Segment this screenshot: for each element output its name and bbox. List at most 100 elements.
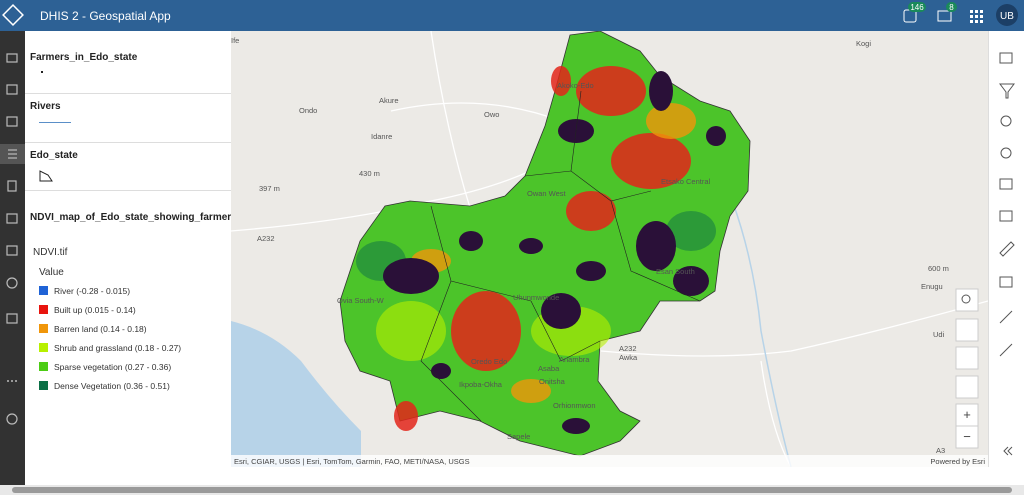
header-svg: DHIS 2 - Geospatial App 146 8 UB (2, 2, 1018, 26)
place-label: A232 (257, 234, 275, 243)
legend-label: Shrub and grassland (0.18 - 0.27) (54, 343, 182, 353)
layer-title: Rivers (30, 101, 61, 112)
rail-icons (0, 53, 25, 425)
home-button[interactable] (955, 375, 979, 399)
field-name: Value (39, 267, 64, 278)
rail-icon[interactable] (6, 245, 18, 256)
tool-icon[interactable] (999, 310, 1013, 324)
notification-count: 146 (910, 3, 924, 12)
place-label: A3 (936, 446, 945, 455)
scroll-thumb[interactable] (12, 487, 1012, 493)
tool-icon[interactable] (999, 343, 1013, 357)
legend-label: Built up (0.015 - 0.14) (54, 305, 136, 315)
place-label: Etsako Central (661, 177, 711, 186)
place-label: Awka (619, 353, 638, 362)
icon-rail (0, 31, 25, 485)
tool-icon[interactable] (1000, 115, 1012, 127)
attribution-bar (231, 455, 988, 467)
zoom-out-button[interactable] (955, 425, 979, 449)
scrollbar (0, 485, 1024, 495)
layer-section: Rivers (25, 93, 231, 143)
legend-swatch (39, 362, 48, 371)
tool-icon[interactable] (999, 83, 1015, 99)
legend-item: Built up (0.015 - 0.14) (39, 305, 136, 315)
raster-name: NDVI.tif (33, 247, 68, 258)
legend-swatch (39, 305, 48, 314)
place-label: A232 (619, 344, 637, 353)
fullscreen-button[interactable] (955, 346, 979, 370)
tool-icons (999, 52, 1015, 456)
legend-item: Sparse vegetation (0.27 - 0.36) (39, 362, 171, 372)
avatar[interactable] (996, 4, 1018, 26)
rail-icon[interactable] (6, 413, 18, 425)
tool-icon[interactable] (999, 52, 1013, 64)
layer-title: Farmers_in_Edo_state (30, 52, 138, 63)
layer-title: NDVI_map_of_Edo_state_showing_farmers_di… (30, 212, 231, 223)
point-symbol (41, 71, 43, 73)
water (231, 321, 361, 467)
print-button[interactable] (955, 318, 979, 342)
badge (946, 2, 957, 12)
tool-icon[interactable] (1000, 147, 1012, 159)
place-label: Udi (933, 330, 945, 339)
place-label: Oredo Edo (471, 357, 507, 366)
legend-item: Barren land (0.14 - 0.18) (39, 324, 147, 334)
legend-item: River (-0.28 - 0.015) (39, 286, 130, 296)
legend-swatch (39, 343, 48, 352)
place-label: Esan South (656, 267, 695, 276)
legend-label: Dense Vegetation (0.36 - 0.51) (54, 381, 170, 391)
zoom-out: − (963, 429, 971, 444)
place-label: Enugu (921, 282, 943, 291)
tool-icon[interactable] (999, 241, 1015, 257)
message-count: 8 (949, 3, 954, 12)
polygon-symbol (39, 170, 53, 182)
legend-swatch (39, 286, 48, 295)
tool-icon[interactable] (999, 276, 1013, 288)
app-title: DHIS 2 - Geospatial App (40, 9, 171, 23)
app-logo[interactable] (2, 4, 24, 26)
tool-icon[interactable] (999, 210, 1013, 222)
collapse-icon[interactable] (1003, 446, 1013, 456)
legend-item: Dense Vegetation (0.36 - 0.51) (39, 381, 170, 391)
place-label: 430 m (359, 169, 380, 178)
rail-icon[interactable] (6, 213, 18, 224)
search-button[interactable] (955, 288, 979, 312)
legend-swatch (39, 381, 48, 390)
app-header: DHIS 2 - Geospatial App 146 8 UB (0, 0, 1024, 31)
place-label: Anambra (559, 355, 590, 364)
avatar-initials: UB (1000, 11, 1014, 22)
rail-icon[interactable] (7, 180, 17, 192)
place-label: Akoko-Edo (557, 81, 594, 90)
place-label: Owan West (527, 189, 567, 198)
legend-panel: Farmers_in_Edo_state Rivers Edo_state ND… (25, 31, 231, 467)
attribution: Esri, CGIAR, USGS | Esri, TomTom, Garmin… (234, 457, 470, 466)
legend-label: River (-0.28 - 0.015) (54, 286, 131, 296)
tool-icon[interactable] (999, 178, 1013, 190)
layer-section: Farmers_in_Edo_state (25, 31, 231, 94)
place-label: Ife (231, 36, 239, 45)
rail-icon[interactable] (6, 313, 18, 324)
place-label: Idanre (371, 132, 392, 141)
messages-icon[interactable] (937, 10, 952, 22)
apps-icon[interactable] (970, 10, 983, 23)
badge (908, 2, 926, 12)
layer-title: Edo_state (30, 150, 78, 161)
layer-section: NDVI_map_of_Edo_state_showing_farmers_di… (25, 190, 231, 467)
rail-icon[interactable] (6, 116, 18, 127)
powered-by: Powered by Esri (930, 457, 985, 466)
rail-icon[interactable] (6, 277, 18, 289)
place-label: Kogi (856, 39, 871, 48)
place-label: Akure (379, 96, 399, 105)
place-label: Sapele (507, 432, 530, 441)
place-label: Ikpoba-Okha (459, 380, 503, 389)
tool-bar (988, 31, 1024, 467)
rail-icon[interactable] (6, 84, 18, 95)
place-label: Onitsha (539, 377, 566, 386)
rail-icon[interactable] (6, 53, 18, 63)
ndvi-raster (339, 31, 751, 457)
place-label: Orhionmwon (553, 401, 596, 410)
legend-item: Shrub and grassland (0.18 - 0.27) (39, 343, 181, 353)
